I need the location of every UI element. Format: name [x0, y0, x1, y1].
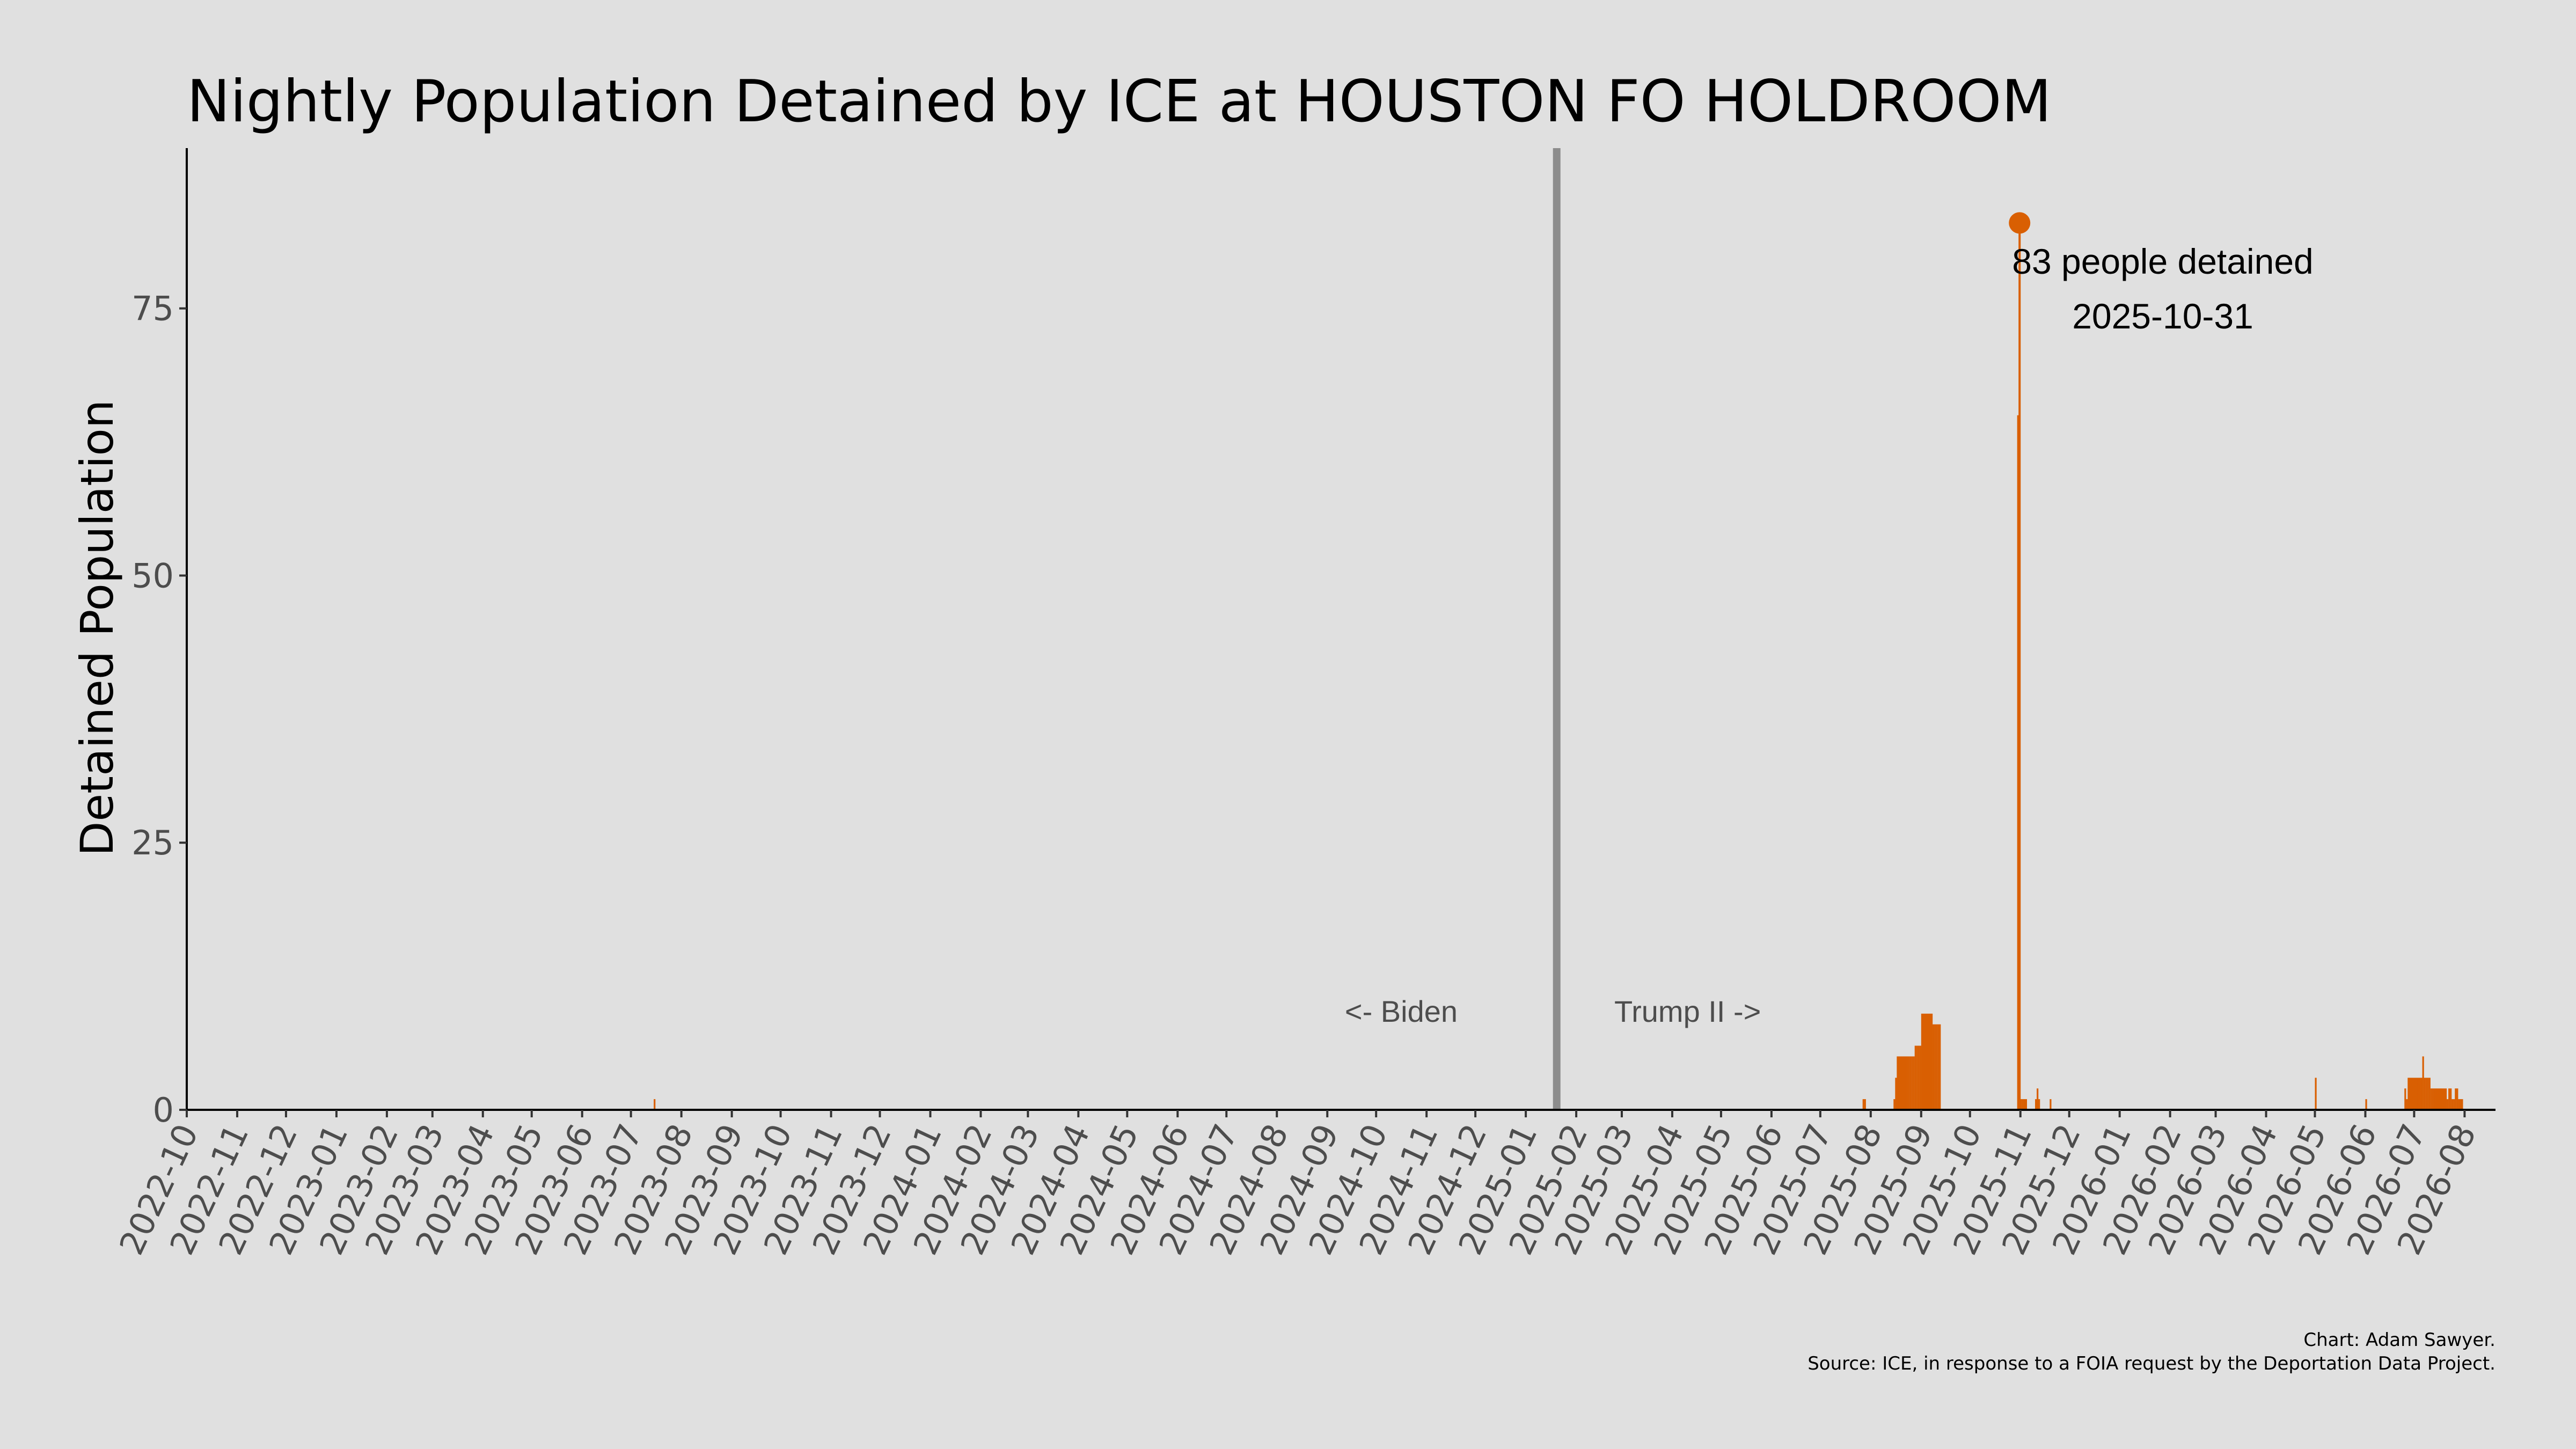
data-bar — [2020, 1099, 2022, 1110]
data-bar — [2420, 1078, 2423, 1110]
data-bar — [1916, 1045, 1918, 1110]
data-bar — [2022, 1099, 2024, 1110]
y-axis-label: Detained Population — [71, 400, 123, 856]
data-bar — [2404, 1088, 2406, 1110]
data-bar — [2458, 1099, 2460, 1110]
data-bar — [2017, 415, 2019, 1110]
data-bar — [1908, 1056, 1910, 1110]
data-bar — [2417, 1078, 2419, 1110]
data-bar — [1939, 1024, 1941, 1110]
data-bar — [1934, 1024, 1936, 1110]
data-bar — [2409, 1078, 2411, 1110]
data-bar — [2407, 1078, 2410, 1110]
data-bar — [1919, 1045, 1921, 1110]
data-bar — [2406, 1099, 2408, 1110]
peak-annotation-count: 83 people detained — [2012, 241, 2314, 281]
data-bar — [1926, 1013, 1928, 1110]
data-bar — [1921, 1013, 1923, 1110]
data-bar — [2365, 1099, 2367, 1110]
data-bar — [2025, 1099, 2028, 1110]
data-bar — [1930, 1013, 1933, 1110]
data-bar — [2424, 1078, 2426, 1110]
data-bar — [1933, 1024, 1935, 1110]
peak-annotation-date: 2025-10-31 — [2072, 296, 2253, 336]
data-bar — [1911, 1056, 1913, 1110]
data-bar — [1922, 1013, 1925, 1110]
data-bar — [2435, 1088, 2438, 1110]
data-bar — [2315, 1078, 2317, 1110]
data-bar — [1898, 1056, 1900, 1110]
data-bar — [1937, 1024, 1940, 1110]
data-bar — [1913, 1056, 1915, 1110]
data-bar — [2450, 1088, 2452, 1110]
data-bar — [2035, 1099, 2037, 1110]
era-label-biden: <- Biden — [1345, 994, 1458, 1028]
y-tick-label: 0 — [153, 1091, 174, 1130]
era-label-trump: Trump II -> — [1614, 994, 1761, 1028]
data-bar — [2432, 1088, 2434, 1110]
data-bar — [1909, 1056, 1912, 1110]
data-bar — [2441, 1088, 2444, 1110]
data-bar — [1918, 1045, 1920, 1110]
data-bar — [2433, 1088, 2435, 1110]
data-bar — [2412, 1078, 2414, 1110]
data-bar — [2447, 1099, 2449, 1110]
data-bar — [2456, 1088, 2458, 1110]
data-bar — [2416, 1078, 2418, 1110]
data-bar — [2443, 1088, 2446, 1110]
data-bar — [1927, 1013, 1930, 1110]
chart-title: Nightly Population Detained by ICE at HO… — [187, 68, 2052, 135]
data-bar — [1901, 1056, 1904, 1110]
data-bar — [2440, 1088, 2442, 1110]
data-bar — [2430, 1088, 2432, 1110]
data-bar — [2445, 1088, 2447, 1110]
data-bar — [654, 1099, 656, 1110]
data-bar — [2460, 1099, 2462, 1110]
data-bar — [1862, 1099, 1864, 1110]
y-tick-label: 25 — [131, 823, 174, 862]
data-bar — [1924, 1013, 1927, 1110]
data-bar — [2037, 1088, 2039, 1110]
data-bar — [2050, 1099, 2052, 1110]
data-bar — [2453, 1099, 2455, 1110]
data-bar — [2422, 1056, 2424, 1110]
data-bar — [2419, 1078, 2421, 1110]
data-bar — [2436, 1088, 2439, 1110]
data-bar — [1900, 1056, 1902, 1110]
data-bar — [2427, 1078, 2429, 1110]
data-bar — [1897, 1056, 1899, 1110]
chart-credit: Chart: Adam Sawyer. — [2303, 1329, 2496, 1351]
data-bar — [2038, 1099, 2040, 1110]
data-source: Source: ICE, in response to a FOIA reque… — [1807, 1353, 2496, 1374]
data-bar — [1895, 1078, 1897, 1110]
data-bar — [1893, 1099, 1896, 1110]
peak-point — [2009, 212, 2031, 234]
data-bar — [2451, 1099, 2454, 1110]
data-bar — [2023, 1099, 2025, 1110]
data-bar — [1903, 1056, 1905, 1110]
data-bar — [1914, 1045, 1916, 1110]
data-bar — [1906, 1056, 1908, 1110]
data-bar — [2455, 1088, 2457, 1110]
data-bar — [2461, 1099, 2463, 1110]
data-bar — [1936, 1024, 1938, 1110]
data-bar — [2448, 1088, 2450, 1110]
y-tick-label: 75 — [131, 289, 174, 328]
data-bar — [2428, 1078, 2431, 1110]
data-bar — [2438, 1088, 2441, 1110]
data-bar — [2425, 1078, 2427, 1110]
data-bar — [2414, 1078, 2416, 1110]
data-bar — [1905, 1056, 1907, 1110]
data-bar — [1929, 1013, 1931, 1110]
data-bar — [2411, 1078, 2413, 1110]
data-bar — [1864, 1099, 1866, 1110]
y-tick-label: 50 — [131, 556, 174, 595]
